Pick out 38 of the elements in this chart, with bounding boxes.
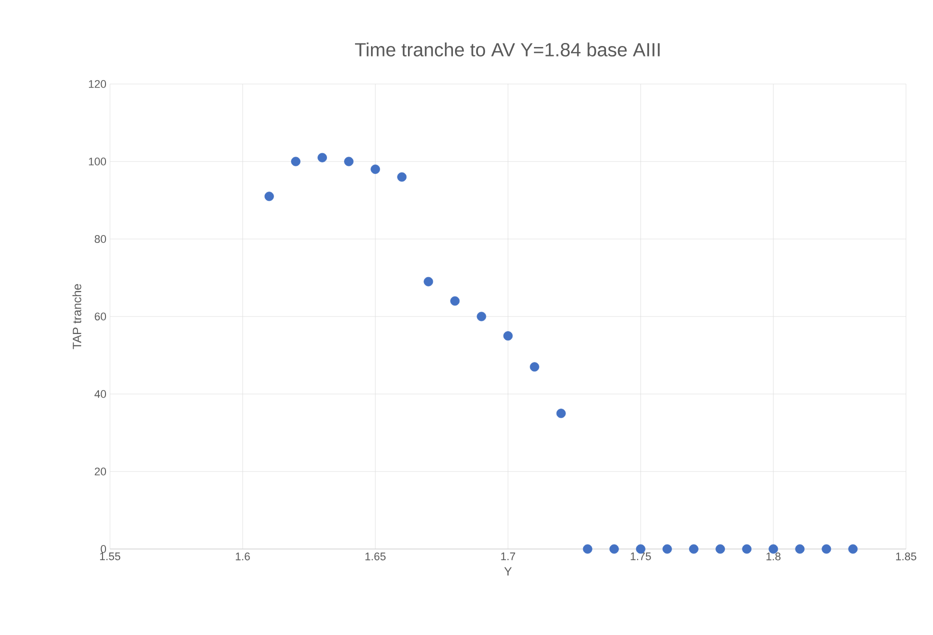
y-tick-label: 100: [88, 158, 106, 166]
y-tick-label: 120: [88, 80, 106, 88]
point: [291, 156, 300, 166]
point: [344, 156, 354, 166]
point: [848, 544, 858, 554]
point: [503, 331, 513, 341]
point: [609, 544, 619, 554]
point: [582, 544, 592, 554]
y-tick-label: 20: [94, 468, 106, 476]
point: [662, 544, 672, 554]
point: [397, 172, 407, 182]
y-axis-title: TAP tranche: [72, 284, 82, 350]
point: [689, 544, 698, 554]
point: [556, 408, 566, 418]
point: [424, 276, 434, 286]
point: [370, 164, 380, 174]
point: [450, 296, 460, 306]
point: [530, 362, 540, 372]
x-tick-label: 1.8: [766, 552, 780, 560]
point: [795, 544, 805, 554]
x-tick-label: 1.7: [501, 552, 516, 560]
x-axis-title: Y: [504, 567, 512, 576]
x-tick-label: 1.85: [896, 552, 916, 560]
x-tick-label: 1.55: [100, 552, 120, 560]
chart-title: Time tranche to AV Y=1.84 base AIII: [355, 42, 660, 56]
y-tick-label: 60: [94, 312, 106, 320]
point: [822, 544, 832, 554]
point: [264, 192, 274, 202]
y-tick-label: 80: [94, 235, 106, 243]
x-tick-label: 1.65: [365, 552, 386, 560]
y-tick-label: 40: [94, 390, 106, 398]
y-tick-label: 0: [100, 545, 106, 553]
x-tick-label: 1.6: [236, 552, 250, 560]
point: [716, 544, 725, 554]
point: [476, 312, 486, 322]
point: [318, 152, 327, 162]
point: [742, 544, 752, 554]
x-tick-label: 1.75: [630, 552, 651, 560]
